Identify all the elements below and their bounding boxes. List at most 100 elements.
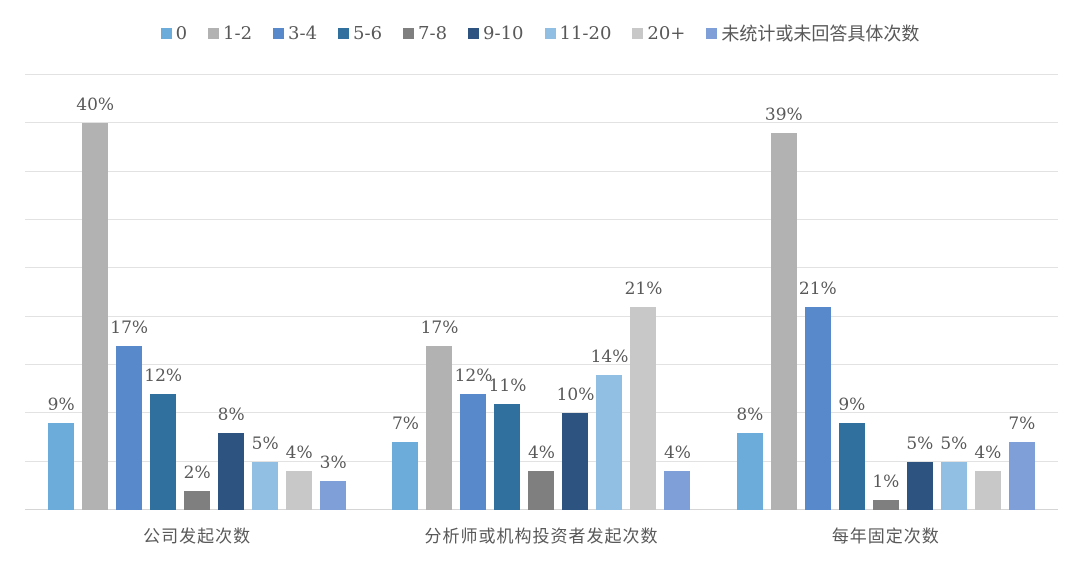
category-label: 分析师或机构投资者发起次数 bbox=[424, 527, 659, 547]
bar-series-6: 14% bbox=[591, 347, 628, 510]
bar-series-7: 21% bbox=[625, 279, 662, 510]
bar-group: 7% 17% 12% 11% 4% 10% 14% 21% 4% bbox=[369, 75, 713, 510]
legend-label: 未统计或未回答具体次数 bbox=[721, 24, 920, 45]
bar-series-2: 17% bbox=[110, 318, 148, 510]
bar-series-5: 5% bbox=[906, 434, 933, 510]
bar-value-label: 1% bbox=[872, 472, 900, 493]
bar-series-5: 8% bbox=[218, 405, 245, 510]
bar-value-label: 10% bbox=[556, 385, 595, 406]
bar-series-3: 11% bbox=[489, 376, 526, 510]
bar-value-label: 8% bbox=[217, 404, 245, 425]
gridline bbox=[25, 267, 1058, 269]
bar-series-4: 2% bbox=[184, 463, 211, 510]
legend-item-6: 11-20 bbox=[544, 22, 612, 44]
category-label: 公司发起次数 bbox=[143, 527, 252, 547]
gridline bbox=[25, 170, 1058, 172]
bar-value-label: 4% bbox=[974, 443, 1002, 464]
bar-series-4: 1% bbox=[872, 472, 899, 510]
bar-value-label: 7% bbox=[1008, 414, 1036, 435]
legend-item-5: 9-10 bbox=[468, 22, 524, 44]
bar-series-3: 12% bbox=[144, 366, 182, 510]
legend-swatch bbox=[403, 27, 415, 39]
bar-series-0: 7% bbox=[392, 414, 419, 510]
bar-value-label: 11% bbox=[488, 375, 527, 396]
bar-series-6: 5% bbox=[252, 434, 279, 510]
bar-value-label: 17% bbox=[110, 317, 149, 338]
bar-group: 8% 39% 21% 9% 1% 5% 5% 4% 7% bbox=[714, 75, 1058, 510]
bar-groups: 9% 40% 17% 12% 2% 8% 5% 4% 3% 7% 17% 12% 11% 4% 10% 14%… bbox=[25, 75, 1058, 510]
legend-item-1: 1-2 bbox=[208, 23, 252, 44]
legend-swatch bbox=[706, 27, 718, 39]
bar-series-3: 9% bbox=[838, 395, 865, 510]
gridline bbox=[25, 364, 1058, 366]
bar-value-label: 5% bbox=[940, 433, 968, 454]
bar-value-label: 4% bbox=[527, 443, 555, 464]
bar-series-6: 5% bbox=[940, 434, 967, 510]
legend-item-2: 3-4 bbox=[273, 23, 317, 44]
chart-legend: 0 1-2 3-4 5-6 7-8 9-10 11-20 20+ 未统计或未回答具体次数 bbox=[0, 20, 1080, 46]
legend-label: 11-20 bbox=[559, 22, 612, 44]
legend-swatch bbox=[544, 27, 556, 39]
legend-swatch bbox=[338, 27, 350, 39]
bar-value-label: 2% bbox=[183, 462, 211, 483]
legend-label: 0 bbox=[175, 22, 188, 44]
gridline bbox=[25, 74, 1058, 75]
gridline bbox=[25, 460, 1058, 462]
plot-area: 9% 40% 17% 12% 2% 8% 5% 4% 3% 7% 17% 12% 11% 4% 10% 14%… bbox=[25, 74, 1058, 510]
bar-series-7: 4% bbox=[286, 443, 313, 510]
bar-value-label: 17% bbox=[420, 317, 459, 338]
bar-series-2: 12% bbox=[455, 366, 492, 510]
bar-value-label: 4% bbox=[663, 443, 691, 464]
legend-swatch bbox=[632, 27, 644, 39]
legend-swatch bbox=[208, 27, 220, 39]
legend-item-7: 20+ bbox=[632, 23, 685, 44]
gridline bbox=[25, 219, 1058, 221]
bar-value-label: 8% bbox=[736, 404, 764, 425]
legend-label: 1-2 bbox=[223, 22, 253, 44]
legend-item-0: 0 bbox=[160, 22, 188, 44]
legend-label: 7-8 bbox=[418, 22, 448, 44]
bar-series-0: 8% bbox=[736, 405, 763, 510]
bar-series-4: 4% bbox=[528, 443, 555, 510]
bar-value-label: 9% bbox=[47, 395, 75, 415]
legend-label: 3-4 bbox=[288, 22, 318, 44]
bar-value-label: 39% bbox=[764, 105, 803, 125]
bar-value-label: 7% bbox=[391, 414, 419, 435]
legend-swatch bbox=[273, 27, 285, 39]
category-label: 每年固定次数 bbox=[831, 527, 940, 547]
bar-series-5: 10% bbox=[557, 385, 594, 510]
bar-series-7: 4% bbox=[974, 443, 1001, 510]
bar-value-label: 12% bbox=[144, 366, 183, 386]
legend-item-3: 5-6 bbox=[338, 23, 382, 44]
bar-value-label: 21% bbox=[798, 279, 837, 299]
bar-value-label: 14% bbox=[590, 346, 629, 367]
bar-series-8: 7% bbox=[1008, 414, 1035, 510]
legend-label: 20+ bbox=[647, 22, 686, 44]
gridline bbox=[25, 315, 1058, 317]
gridline bbox=[25, 412, 1058, 414]
legend-item-8: 未统计或未回答具体次数 bbox=[706, 20, 919, 46]
bar-value-label: 3% bbox=[319, 453, 347, 473]
bar-series-8: 3% bbox=[320, 453, 347, 510]
legend-item-4: 7-8 bbox=[403, 23, 447, 44]
bar-series-0: 9% bbox=[48, 395, 75, 510]
bar-series-2: 21% bbox=[799, 279, 837, 510]
legend-label: 9-10 bbox=[483, 22, 524, 44]
bar-value-label: 5% bbox=[906, 433, 934, 454]
bar-value-label: 40% bbox=[76, 95, 115, 116]
bar-series-1: 40% bbox=[76, 95, 114, 510]
bar-value-label: 12% bbox=[454, 366, 493, 386]
bar-value-label: 9% bbox=[838, 395, 866, 415]
bar-value-label: 21% bbox=[624, 279, 663, 299]
bar-group: 9% 40% 17% 12% 2% 8% 5% 4% 3% bbox=[25, 75, 369, 510]
bar-series-1: 39% bbox=[765, 105, 803, 510]
bar-value-label: 4% bbox=[285, 443, 313, 464]
gridline bbox=[25, 122, 1058, 124]
bar-series-1: 17% bbox=[421, 318, 458, 510]
legend-swatch bbox=[160, 27, 172, 39]
legend-swatch bbox=[468, 27, 480, 39]
legend-label: 5-6 bbox=[353, 22, 383, 44]
bar-series-8: 4% bbox=[664, 443, 691, 510]
bar-value-label: 5% bbox=[251, 433, 279, 454]
